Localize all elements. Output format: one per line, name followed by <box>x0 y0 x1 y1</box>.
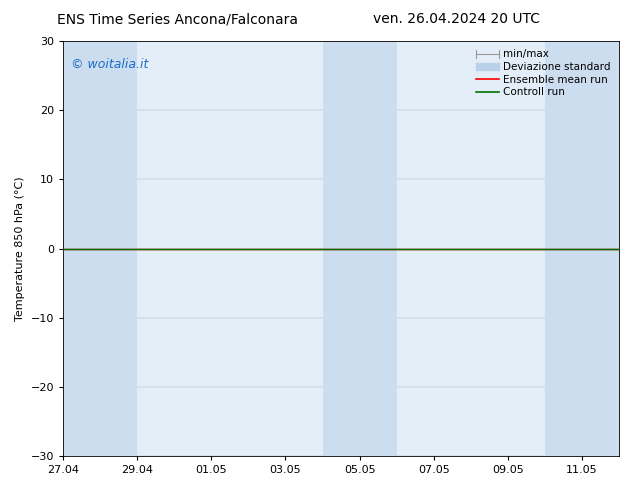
Bar <box>545 41 619 456</box>
Text: ENS Time Series Ancona/Falconara: ENS Time Series Ancona/Falconara <box>57 12 298 26</box>
Legend: min/max, Deviazione standard, Ensemble mean run, Controll run: min/max, Deviazione standard, Ensemble m… <box>473 46 614 100</box>
Text: © woitalia.it: © woitalia.it <box>72 58 149 71</box>
Bar <box>63 41 137 456</box>
Bar <box>323 41 397 456</box>
Y-axis label: Temperature 850 hPa (°C): Temperature 850 hPa (°C) <box>15 176 25 321</box>
Text: ven. 26.04.2024 20 UTC: ven. 26.04.2024 20 UTC <box>373 12 540 26</box>
